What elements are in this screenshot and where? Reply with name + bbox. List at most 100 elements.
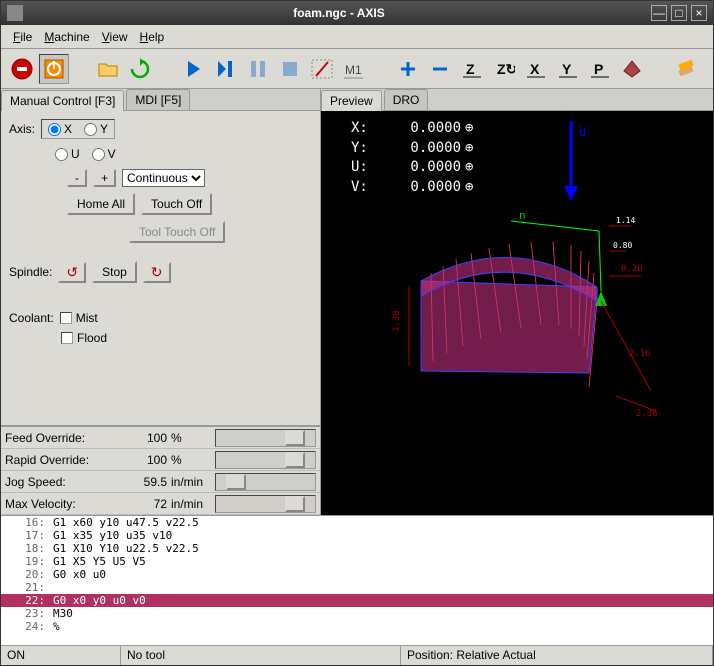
axis-label: Axis: [9,122,35,136]
svg-text:Z: Z [466,61,475,77]
menubar: File Machine View Help [1,25,713,49]
tab-dro[interactable]: DRO [384,89,429,110]
axis-radio-y[interactable]: Y [84,122,108,136]
rapid-override-slider[interactable] [215,451,316,469]
right-panel: Preview DRO X:0.0000⊕ Y:0.0000⊕ U:0.0000… [321,89,713,515]
feed-override-row: Feed Override: 100 % [1,427,320,449]
svg-text:0.80: 0.80 [613,241,632,250]
jog-mode-select[interactable]: Continuous [122,169,205,187]
jog-speed-row: Jog Speed: 59.5 in/min [1,471,320,493]
window-title: foam.ngc - AXIS [31,6,647,20]
radio-v-input[interactable] [92,148,105,161]
touch-off-button[interactable]: Touch Off [141,193,212,215]
jog-plus-button[interactable]: + [93,169,116,187]
run-button[interactable] [179,54,209,84]
menu-machine[interactable]: Machine [38,28,95,46]
pause-button[interactable] [243,54,273,84]
main-area: Manual Control [F3] MDI [F5] Axis: X Y U… [1,89,713,515]
svg-text:X: X [530,61,540,77]
gcode-line[interactable]: 22:G0 x0 y0 u0 v0 [1,594,713,607]
gcode-listing[interactable]: 16:G1 x60 y10 u47.5 v22.517:G1 x35 y10 u… [1,515,713,645]
radio-y-input[interactable] [84,123,97,136]
preview-canvas[interactable]: X:0.0000⊕ Y:0.0000⊕ U:0.0000⊕ V:0.0000⊕ … [321,111,713,515]
spindle-cw-button[interactable]: ↻ [143,262,171,283]
jog-speed-slider[interactable] [215,473,316,491]
svg-text:P: P [594,61,603,77]
status-state: ON [1,646,121,665]
zoom-out-button[interactable] [425,54,455,84]
gcode-line[interactable]: 17:G1 x35 y10 u35 v10 [1,529,713,542]
tab-manual[interactable]: Manual Control [F3] [1,90,124,111]
tab-preview[interactable]: Preview [321,90,382,111]
menu-view[interactable]: View [96,28,134,46]
axis-radio-x[interactable]: X [48,122,72,136]
app-icon [7,5,23,21]
max-velocity-slider[interactable] [215,495,316,513]
close-button[interactable]: × [691,5,707,21]
step-button[interactable] [211,54,241,84]
cw-icon: ↻ [151,264,163,280]
clear-plot-button[interactable] [671,54,701,84]
home-all-button[interactable]: Home All [67,193,135,215]
mist-checkbox[interactable]: Mist [60,311,98,325]
gcode-line[interactable]: 21: [1,581,713,594]
reload-button[interactable] [125,54,155,84]
svg-text:1.14: 1.14 [616,216,635,225]
gcode-line[interactable]: 16:G1 x60 y10 u47.5 v22.5 [1,516,713,529]
svg-text:2.16: 2.16 [629,349,651,359]
overrides-panel: Feed Override: 100 % Rapid Override: 100… [1,425,320,515]
gcode-line[interactable]: 24:% [1,620,713,633]
radio-u-input[interactable] [55,148,68,161]
view-y-button[interactable]: Y [553,54,583,84]
titlebar: foam.ngc - AXIS — □ × [1,1,713,25]
gcode-line[interactable]: 19:G1 X5 Y5 U5 V5 [1,555,713,568]
slider-thumb[interactable] [285,496,305,512]
tool-touch-off-button[interactable]: Tool Touch Off [129,221,225,243]
slider-thumb[interactable] [285,430,305,446]
toolpath-svg: U [321,111,711,515]
main-window: foam.ngc - AXIS — □ × File Machine View … [0,0,714,666]
axis-radio-u[interactable]: U [55,147,80,161]
maximize-button[interactable]: □ [671,5,687,21]
spindle-ccw-button[interactable]: ↺ [58,262,86,283]
flood-checkbox[interactable]: Flood [61,331,107,345]
block-skip-button[interactable] [307,54,337,84]
menu-help[interactable]: Help [134,28,171,46]
view-x-button[interactable]: X [521,54,551,84]
open-button[interactable] [93,54,123,84]
stop-button[interactable] [275,54,305,84]
tab-mdi[interactable]: MDI [F5] [126,89,190,110]
statusbar: ON No tool Position: Relative Actual [1,645,713,665]
view-p-button[interactable]: P [585,54,615,84]
slider-thumb[interactable] [226,474,246,490]
spindle-label: Spindle: [9,265,52,279]
estop-button[interactable] [7,54,37,84]
gcode-line[interactable]: 20:G0 x0 u0 [1,568,713,581]
zoom-in-button[interactable] [393,54,423,84]
optional-stop-button[interactable]: M1 [339,54,369,84]
svg-text:U: U [579,125,586,139]
jog-minus-button[interactable]: - [67,169,87,187]
ccw-icon: ↺ [66,264,78,280]
power-button[interactable] [39,54,69,84]
svg-text:n: n [519,209,526,222]
feed-override-slider[interactable] [215,429,316,447]
gcode-line[interactable]: 23:M30 [1,607,713,620]
status-position: Position: Relative Actual [401,646,713,665]
preview-tabs: Preview DRO [321,89,713,111]
axis-radio-v[interactable]: V [92,147,116,161]
toolbar: M1 Z Z↻ X Y P [1,49,713,89]
view-z-button[interactable]: Z [457,54,487,84]
spindle-stop-button[interactable]: Stop [92,261,137,283]
svg-text:1.38: 1.38 [392,310,402,332]
mist-box-icon [60,312,72,324]
minimize-button[interactable]: — [651,5,667,21]
view-perspective-button[interactable] [617,54,647,84]
gcode-line[interactable]: 18:G1 X10 Y10 u22.5 v22.5 [1,542,713,555]
radio-x-input[interactable] [48,123,61,136]
view-z2-button[interactable]: Z↻ [489,54,519,84]
menu-file[interactable]: File [7,28,38,46]
slider-thumb[interactable] [285,452,305,468]
svg-text:M1: M1 [345,63,362,77]
control-tabs: Manual Control [F3] MDI [F5] [1,89,320,111]
